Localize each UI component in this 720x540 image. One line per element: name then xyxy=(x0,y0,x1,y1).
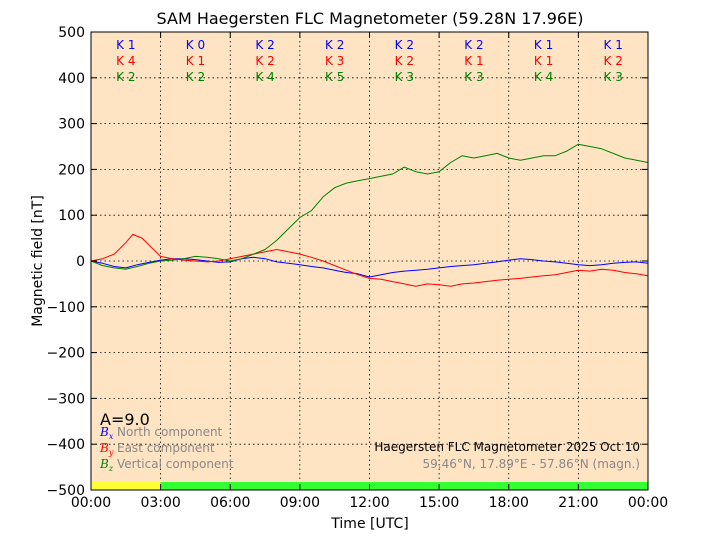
k-index-y: K 2 xyxy=(604,54,623,68)
k-index-z: K 5 xyxy=(325,70,344,84)
y-axis-label: Magnetic field [nT] xyxy=(30,195,46,327)
status-segment xyxy=(91,482,161,490)
legend-east-label: East component xyxy=(117,441,215,455)
k-index-y: K 1 xyxy=(464,54,483,68)
k-index-z: K 4 xyxy=(255,70,274,84)
k-index-z: K 3 xyxy=(604,70,623,84)
k-index-y: K 1 xyxy=(534,54,553,68)
y-tick-label: 500 xyxy=(58,25,85,41)
legend: Bx North component By East component Bz … xyxy=(99,425,234,473)
x-tick-label: 21:00 xyxy=(558,495,598,511)
legend-vertical-label: Vertical component xyxy=(117,457,234,471)
grid-lines xyxy=(91,32,648,490)
k-index-x: K 2 xyxy=(325,38,344,52)
legend-north-symbol: Bx xyxy=(99,425,114,441)
y-tick-label: −400 xyxy=(47,437,85,453)
legend-north-label: North component xyxy=(117,425,223,439)
x-tick-label: 12:00 xyxy=(349,495,389,511)
legend-east-symbol: By xyxy=(99,441,114,457)
x-tick-label: 00:00 xyxy=(628,495,668,511)
y-tick-label: −200 xyxy=(47,346,85,362)
legend-vertical-symbol: Bz xyxy=(99,457,114,473)
chart-title: SAM Haegersten FLC Magnetometer (59.28N … xyxy=(157,9,584,28)
y-tick-label: 100 xyxy=(58,208,85,224)
y-tick-label: 300 xyxy=(58,117,85,133)
k-index-y: K 1 xyxy=(186,54,205,68)
y-tick-label: −300 xyxy=(47,391,85,407)
x-tick-label: 06:00 xyxy=(210,495,250,511)
k-index-x: K 0 xyxy=(186,38,205,52)
k-index-x: K 1 xyxy=(534,38,553,52)
k-index-x: K 1 xyxy=(604,38,623,52)
a-index: A=9.0 xyxy=(100,410,150,429)
k-index-x: K 1 xyxy=(116,38,135,52)
x-axis-label: Time [UTC] xyxy=(330,516,408,532)
k-index-x: K 2 xyxy=(395,38,414,52)
y-tick-label: 400 xyxy=(58,71,85,87)
k-index-z: K 2 xyxy=(116,70,135,84)
k-index-z: K 3 xyxy=(464,70,483,84)
k-index-x: K 2 xyxy=(464,38,483,52)
k-index-y: K 3 xyxy=(325,54,344,68)
y-tick-label: −100 xyxy=(47,300,85,316)
station-date-label: Haegersten FLC Magnetometer 2025 Oct 10 xyxy=(374,440,640,454)
x-tick-label: 18:00 xyxy=(489,495,529,511)
k-index-y: K 4 xyxy=(116,54,135,68)
x-tick-label: 00:00 xyxy=(71,495,111,511)
k-index-z: K 3 xyxy=(395,70,414,84)
y-tick-label: −500 xyxy=(47,483,85,499)
status-segment xyxy=(160,482,648,490)
k-index-y: K 2 xyxy=(395,54,414,68)
status-bar xyxy=(91,482,648,490)
k-index-y: K 2 xyxy=(255,54,274,68)
k-index-z: K 2 xyxy=(186,70,205,84)
k-index-z: K 4 xyxy=(534,70,553,84)
k-index-table: K 1 K 4 K 2 K 0 K 1 K 2 K 2 K 2 K 4 K 2 K 3 K 5 K 2 K… xyxy=(116,38,623,84)
series-layer xyxy=(90,143,649,287)
vertical-component-line xyxy=(90,143,649,270)
east-component-line xyxy=(90,233,649,287)
y-tick-label: 200 xyxy=(58,162,85,178)
x-tick-label: 15:00 xyxy=(419,495,459,511)
x-tick-label: 03:00 xyxy=(140,495,180,511)
coordinates-label: 59.46°N, 17.89°E - 57.86°N (magn.) xyxy=(423,457,640,471)
x-tick-label: 09:00 xyxy=(280,495,320,511)
axis-ticks: 00:00 03:00 06:00 09:00 12:00 15:00 18:00 21:00… xyxy=(47,25,669,511)
y-tick-label: 0 xyxy=(76,254,85,270)
k-index-x: K 2 xyxy=(255,38,274,52)
